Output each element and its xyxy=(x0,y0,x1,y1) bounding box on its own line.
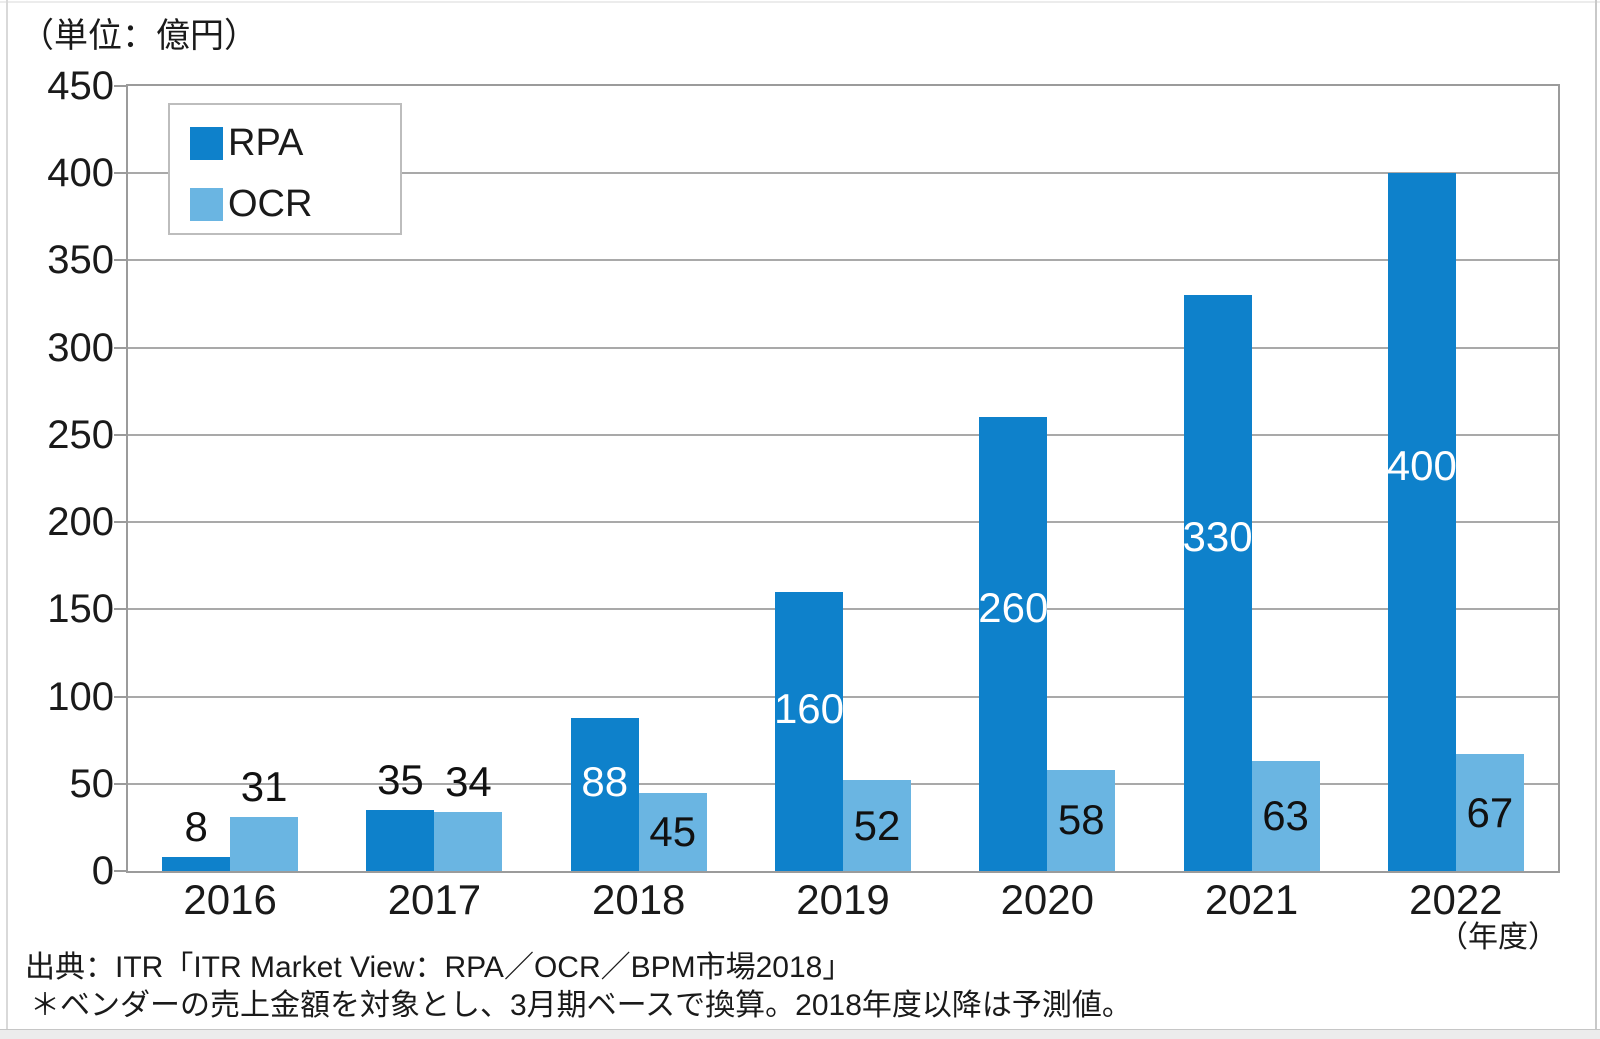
x-tick-label-2016: 2016 xyxy=(183,876,277,923)
bar-ocr-2019 xyxy=(843,780,911,871)
bar-ocr-2021 xyxy=(1251,761,1320,871)
gridline xyxy=(128,346,1558,349)
x-tick-label-2017: 2017 xyxy=(387,876,482,923)
y-tick-mark xyxy=(114,695,128,698)
x-tick-label-2022: 2022 xyxy=(1409,876,1503,923)
gridline xyxy=(128,433,1558,436)
y-tick-label: 100 xyxy=(47,674,114,719)
y-tick-label: 50 xyxy=(69,761,115,806)
x-tick-label-2020: 2020 xyxy=(1000,876,1094,923)
y-tick-mark xyxy=(114,608,128,611)
bar-label-ocr-2022: 67 xyxy=(1466,788,1514,836)
y-tick-label: 400 xyxy=(47,151,114,196)
window-right-edge xyxy=(1595,0,1597,1029)
legend-label-rpa: RPA xyxy=(228,122,304,164)
bar-rpa-2019 xyxy=(775,591,843,871)
bar-rpa-2017 xyxy=(366,809,435,871)
bar-label-rpa-2021: 330 xyxy=(1182,513,1253,561)
bar-label-ocr-2019: 52 xyxy=(853,801,901,849)
bar-label-rpa-2022: 400 xyxy=(1386,442,1457,490)
ocr-color-swatch-icon xyxy=(190,187,223,221)
legend: RPA OCR xyxy=(168,103,402,235)
bar-label-rpa-2019: 160 xyxy=(773,685,845,733)
bar-rpa-2022 xyxy=(1387,173,1456,871)
bar-label-ocr-2018: 45 xyxy=(649,807,697,855)
y-tick-label: 350 xyxy=(47,238,114,283)
bar-ocr-2018 xyxy=(638,792,707,871)
x-axis-unit-label: （年度） xyxy=(1438,921,1558,954)
legend-item-rpa: RPA xyxy=(190,124,400,162)
gridline xyxy=(128,259,1558,262)
source-text: 出典：ITR「ITR Market View：RPA／OCR／BPM市場2018… xyxy=(25,951,853,984)
y-tick-mark xyxy=(114,346,128,349)
y-axis-unit-label: （単位：億円） xyxy=(20,17,258,55)
y-tick-label: 200 xyxy=(47,500,114,545)
gridline xyxy=(128,608,1558,611)
bar-ocr-2016 xyxy=(230,816,299,871)
y-tick-label: 150 xyxy=(47,587,114,632)
bar-label-ocr-2020: 58 xyxy=(1057,796,1105,844)
bar-label-rpa-2016: 8 xyxy=(184,803,208,851)
y-tick-label: 0 xyxy=(91,849,114,893)
y-tick-label: 300 xyxy=(47,325,114,370)
gridline xyxy=(128,172,1558,175)
y-tick-label: 450 xyxy=(47,64,114,108)
y-tick-mark xyxy=(114,870,128,872)
bar-label-ocr-2021: 63 xyxy=(1262,792,1309,840)
y-tick-mark xyxy=(114,85,128,87)
bar-label-rpa-2017: 35 xyxy=(377,755,424,803)
x-tick-label-2021: 2021 xyxy=(1204,876,1299,923)
legend-item-ocr: OCR xyxy=(190,185,400,223)
bar-label-ocr-2017: 34 xyxy=(445,757,492,805)
gridline xyxy=(128,521,1558,524)
y-tick-mark xyxy=(114,521,128,524)
y-tick-mark xyxy=(114,172,128,175)
x-tick-label-2018: 2018 xyxy=(591,876,686,923)
gridline xyxy=(128,695,1558,698)
plot-area: 8 31 35 34 88 45 160 52 260 58 330 63 400 67 xyxy=(126,84,1560,873)
y-tick-mark xyxy=(114,259,128,262)
window-bottom-bar xyxy=(0,1029,1600,1039)
rpa-color-swatch-icon xyxy=(190,126,223,160)
legend-label-ocr: OCR xyxy=(228,183,313,225)
bar-label-rpa-2018: 88 xyxy=(581,757,629,805)
y-tick-mark xyxy=(114,782,128,785)
bar-rpa-2016 xyxy=(162,857,231,871)
bar-ocr-2022 xyxy=(1455,754,1524,871)
bar-label-rpa-2020: 260 xyxy=(978,583,1049,631)
bar-rpa-2020 xyxy=(979,417,1048,871)
y-tick-label: 250 xyxy=(47,412,114,457)
x-tick-label-2019: 2019 xyxy=(796,876,890,923)
window-left-edge xyxy=(6,0,8,1029)
window-top-edge xyxy=(0,1,1600,3)
bar-rpa-2018 xyxy=(570,717,639,871)
y-tick-mark xyxy=(114,433,128,436)
footnote-text: ＊ベンダーの売上金額を対象とし、3月期ベースで換算。2018年度以降は予測値。 xyxy=(30,989,1132,1022)
bar-ocr-2017 xyxy=(434,811,503,871)
bar-label-ocr-2016: 31 xyxy=(240,762,288,810)
bar-rpa-2021 xyxy=(1183,295,1252,871)
bar-ocr-2020 xyxy=(1047,769,1116,871)
